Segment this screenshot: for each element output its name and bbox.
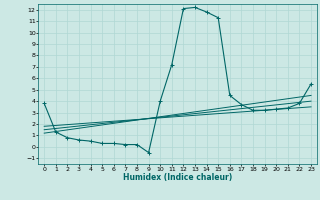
X-axis label: Humidex (Indice chaleur): Humidex (Indice chaleur) [123,173,232,182]
